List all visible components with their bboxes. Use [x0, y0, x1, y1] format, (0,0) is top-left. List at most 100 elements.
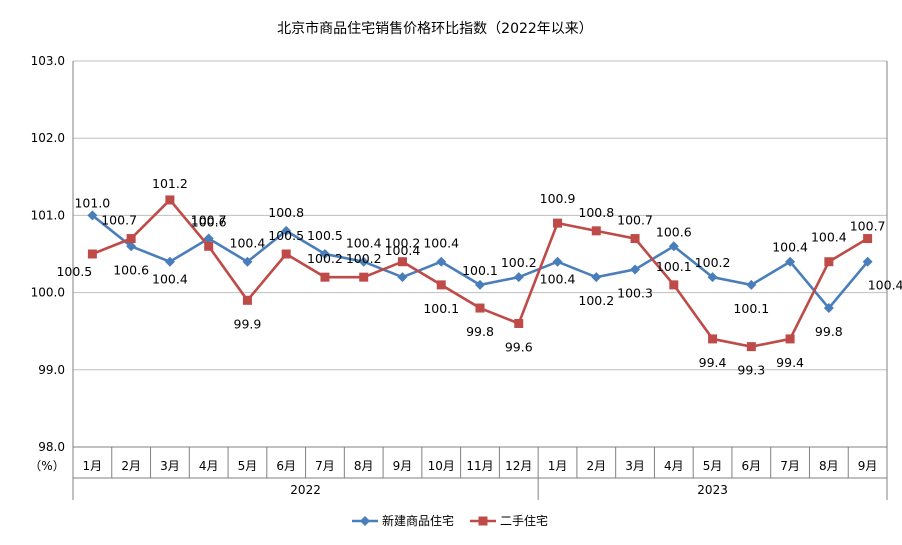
x-tick-label: 4月 [199, 459, 219, 473]
data-label: 100.9 [540, 191, 576, 206]
data-label: 100.2 [307, 251, 343, 266]
series-0-point [319, 249, 330, 259]
series-line-0 [91, 214, 869, 311]
x-tick-label: 1月 [548, 459, 568, 473]
data-label: 99.6 [505, 339, 533, 354]
data-label: 99.8 [815, 324, 843, 339]
series-0-point [785, 256, 796, 267]
series-0-point [281, 225, 292, 236]
series-0-point [630, 264, 641, 275]
data-label: 100.2 [346, 251, 382, 266]
series-1-point [436, 280, 446, 290]
x-tick-label: 6月 [742, 459, 762, 473]
legend-marker-1 [478, 516, 488, 526]
data-label: 100.4 [423, 236, 459, 251]
y-tick-label: 103.0 [31, 54, 65, 68]
series-1-point [242, 295, 252, 305]
x-tick-label: 5月 [238, 459, 258, 473]
data-label: 99.3 [737, 363, 765, 378]
x-tick-label: 9月 [858, 459, 878, 473]
data-label: 100.7 [850, 219, 886, 234]
series-0-point [591, 272, 602, 283]
series-0-point [707, 272, 718, 283]
data-label: 100.1 [656, 259, 692, 274]
series-1-point [475, 303, 485, 313]
x-tick-label: 8月 [819, 459, 839, 473]
series-1-point [708, 334, 718, 344]
data-label: 100.2 [578, 293, 614, 308]
x-tick-label: 10月 [428, 459, 455, 473]
data-label: 100.1 [462, 263, 498, 278]
series-1-point [359, 272, 369, 282]
x-tick-label: 9月 [393, 459, 413, 473]
y-tick-label: 99.0 [38, 363, 65, 377]
year-label: 2023 [697, 483, 728, 497]
data-label: 100.2 [385, 236, 421, 251]
x-tick-label: 12月 [505, 459, 532, 473]
data-label: 101.2 [152, 176, 188, 191]
series-1-point [204, 241, 214, 251]
x-tick-label: 7月 [780, 459, 800, 473]
y-tick-label: 100.0 [31, 286, 65, 300]
data-label: 100.6 [191, 214, 227, 229]
legend-label: 新建商品住宅 [382, 513, 454, 528]
series-0-point [862, 256, 873, 267]
series-0-point [203, 233, 214, 244]
data-label: 100.3 [617, 285, 653, 300]
data-label: 100.4 [811, 230, 847, 245]
data-label: 100.5 [56, 264, 92, 279]
y-tick-label: 102.0 [31, 131, 65, 145]
series-0-point [668, 241, 679, 252]
series-0-point [397, 272, 408, 283]
series-0-point [475, 279, 485, 290]
series-1-point [553, 218, 563, 228]
data-label: 101.0 [74, 195, 110, 210]
data-label: 100.1 [423, 301, 459, 316]
data-label: 100.1 [733, 301, 769, 316]
x-tick-label: 4月 [664, 459, 684, 473]
x-tick-label: 1月 [83, 459, 103, 473]
series-1-point [591, 226, 601, 236]
data-label: 100.4 [540, 272, 576, 287]
data-label: 100.7 [617, 213, 653, 228]
x-tick-label: 6月 [276, 459, 296, 473]
series-0-point [164, 256, 175, 267]
data-label: 100.4 [152, 272, 188, 287]
data-label: 100.8 [268, 205, 304, 220]
series-0-point [358, 256, 369, 267]
series-1-point [669, 280, 679, 290]
data-label: 100.2 [695, 255, 731, 270]
year-label: 2022 [290, 483, 321, 497]
data-label: 99.4 [776, 355, 804, 370]
data-label: 100.8 [578, 205, 614, 220]
x-tick-label: 8月 [354, 459, 374, 473]
series-1-point [397, 257, 407, 267]
series-1-point [824, 257, 834, 267]
y-tick-label: 98.0 [38, 440, 65, 454]
x-tick-label: 3月 [160, 459, 180, 473]
data-label: 100.4 [868, 278, 902, 293]
data-label: 100.5 [268, 228, 304, 243]
series-0-point [87, 210, 98, 221]
series-1-point [281, 249, 291, 259]
series-1-point [630, 234, 640, 244]
series-1-point [514, 318, 524, 328]
x-tick-label: 7月 [315, 459, 335, 473]
series-0-point [513, 272, 524, 283]
data-label: 100.4 [346, 236, 382, 251]
series-1-point [863, 234, 873, 244]
series-1-point [746, 342, 756, 352]
x-tick-label: 2月 [586, 459, 606, 473]
series-1-point [165, 195, 175, 205]
legend-label: 二手住宅 [500, 513, 548, 528]
data-label: 100.4 [385, 243, 421, 258]
data-label: 100.6 [656, 224, 692, 239]
data-label: 100.4 [230, 236, 266, 251]
series-0-point [823, 303, 834, 314]
series-1-point [87, 249, 97, 259]
data-label: 99.9 [234, 316, 262, 331]
chart-title: 北京市商品住宅销售价格环比指数（2022年以来） [277, 20, 593, 37]
x-tick-label: 11月 [466, 459, 493, 473]
